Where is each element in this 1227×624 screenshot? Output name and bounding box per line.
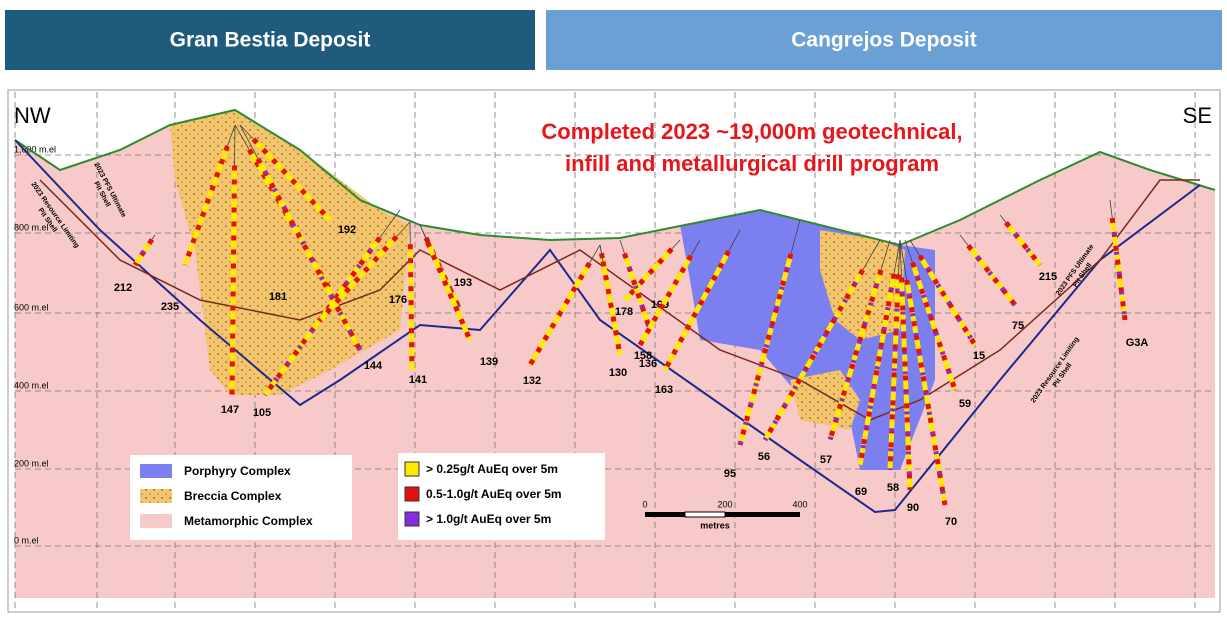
hole-assay xyxy=(182,145,230,266)
hole-label: G3A xyxy=(1126,337,1149,349)
hole-label: 15 xyxy=(973,350,985,362)
scale-tick: 400 xyxy=(792,499,807,509)
hole-assay-top xyxy=(904,279,948,506)
hole-label: 59 xyxy=(959,398,971,410)
scale-bar: 0 200 400 metres xyxy=(642,499,807,530)
hole-assay-high xyxy=(857,273,897,466)
legend-label: 0.5-1.0g/t AuEq over 5m xyxy=(426,487,562,501)
tab-left xyxy=(5,10,535,70)
hole-assay-high xyxy=(1004,220,1042,267)
tab-right-label: Cangrejos Deposit xyxy=(791,29,977,52)
hole-label: 105 xyxy=(253,407,271,419)
hole-label: 132 xyxy=(523,375,541,387)
legend-label: Breccia Complex xyxy=(184,489,282,503)
hole-assay-high xyxy=(737,253,794,446)
hole-label: 69 xyxy=(855,486,867,498)
hole-assay-high xyxy=(251,137,332,222)
hole-label: 181 xyxy=(269,291,287,303)
title-line: Completed 2023 ~19,000m geotechnical, xyxy=(541,119,962,144)
hole-assay-top xyxy=(132,238,155,267)
breccia-west xyxy=(170,110,410,395)
pfs-pit-shell xyxy=(39,179,1200,421)
hole-label: 176 xyxy=(389,294,407,306)
hole-label: 57 xyxy=(820,454,832,466)
legend-label: > 1.0g/t AuEq over 5m xyxy=(426,512,551,526)
hole-assay-high xyxy=(527,261,592,367)
hole-assay-high xyxy=(425,241,473,341)
title-line: infill and metallurgical drill program xyxy=(565,151,939,176)
legend-swatch xyxy=(140,489,172,503)
hole-label: 235 xyxy=(161,301,179,313)
scale-tick: 200 xyxy=(717,499,732,509)
legend-swatch xyxy=(404,511,420,527)
topography xyxy=(14,108,1216,247)
hole-label: 95 xyxy=(724,468,736,480)
nw-label: NW xyxy=(14,103,51,128)
drill-holes: 212 235 147 105 181 192 144 176 141 193 139 132 178 1… xyxy=(114,124,1149,528)
hole-assay-high xyxy=(637,254,694,347)
legend-grade xyxy=(398,453,605,540)
hole-label: 70 xyxy=(945,516,957,528)
elevation-label: 600 m.el xyxy=(14,302,49,312)
hole-assay xyxy=(910,261,958,391)
scale-tick: 0 xyxy=(642,499,647,509)
legend: Porphyry Complex Breccia Complex Metamorph… xyxy=(140,461,562,528)
legend-swatch xyxy=(140,464,172,478)
legend-label: > 0.25g/t AuEq over 5m xyxy=(426,462,558,476)
elevation-label: 1,000 m.el xyxy=(14,144,56,154)
elevation-label: 200 m.el xyxy=(14,458,49,468)
hole-label: 58 xyxy=(887,482,899,494)
hole-assay-high xyxy=(229,165,238,396)
hole-label: 147 xyxy=(221,404,239,416)
breccia-east xyxy=(820,230,905,340)
hole-label: 136 xyxy=(639,358,657,370)
legend-label: Porphyry Complex xyxy=(184,464,291,478)
hole-assay-high xyxy=(887,274,901,471)
tab-right xyxy=(546,10,1222,70)
legend-label: Metamorphic Complex xyxy=(184,514,313,528)
hole-assay-top xyxy=(899,277,913,491)
hole-assay-high xyxy=(623,247,674,302)
elevation-label: 0 m.el xyxy=(14,535,39,545)
hole-assay-high xyxy=(1109,217,1128,321)
legend-swatch xyxy=(140,514,172,528)
elevation-label: 800 m.el xyxy=(14,222,49,232)
elevation-label: 400 m.el xyxy=(14,380,49,390)
hole-label: 141 xyxy=(409,374,427,386)
scale-unit: metres xyxy=(700,520,730,530)
hole-label: 163 xyxy=(655,384,673,396)
hole-label: 158 xyxy=(634,350,652,362)
hole-assay-top xyxy=(255,157,363,352)
hole-assay-high xyxy=(318,235,399,322)
hole-label: 144 xyxy=(364,360,383,372)
hole-label: 139 xyxy=(480,356,498,368)
legend-swatch xyxy=(404,461,420,477)
hole-label: 212 xyxy=(114,282,132,294)
hole-assay-high xyxy=(762,268,865,442)
hole-label: 56 xyxy=(758,451,770,463)
hole-label: 90 xyxy=(907,502,919,514)
hole-assay-high xyxy=(827,269,884,441)
hole-label: 192 xyxy=(338,224,356,236)
hole-assay xyxy=(407,244,415,371)
legend-swatch xyxy=(404,486,420,502)
hole-label: 75 xyxy=(1012,320,1024,332)
hole-label: 193 xyxy=(454,277,472,289)
hole-assay-high xyxy=(662,249,731,372)
hole-assay-high xyxy=(917,254,978,347)
se-label: SE xyxy=(1183,103,1212,128)
hole-assay xyxy=(622,252,653,331)
hole-assay xyxy=(966,243,1017,307)
hole-label: 178 xyxy=(615,306,633,318)
hole-assay-high xyxy=(600,261,623,356)
hole-assay-high xyxy=(262,236,382,397)
hole-label: 215 xyxy=(1039,271,1057,283)
tab-left-label: Gran Bestia Deposit xyxy=(170,29,371,52)
hole-label: 130 xyxy=(609,367,627,379)
